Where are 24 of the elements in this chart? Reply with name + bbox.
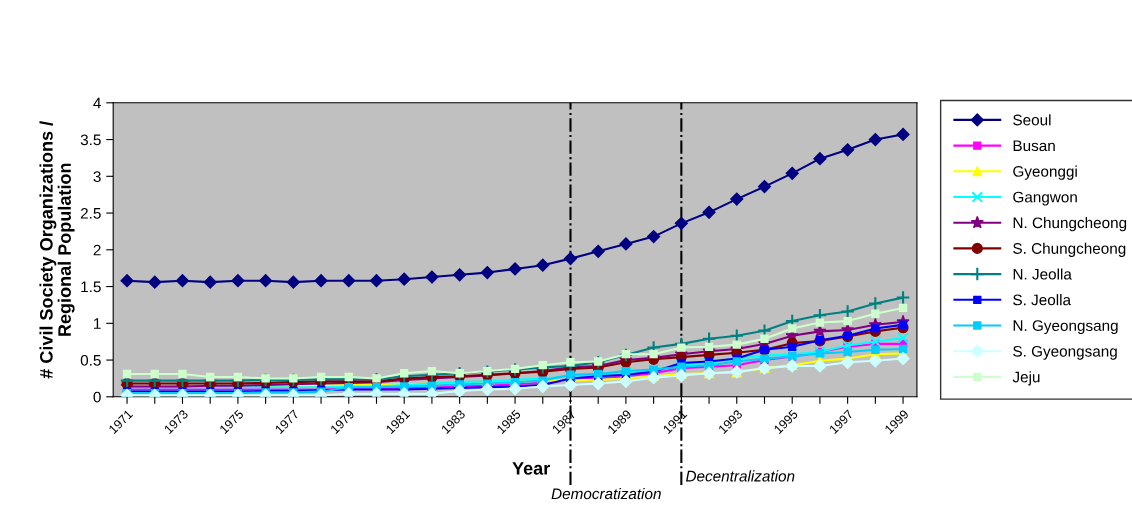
- legend-label: Jeju: [1012, 371, 1040, 386]
- legend-label: Gyeonggi: [1013, 165, 1077, 180]
- legend-label: S. Chungcheong: [1013, 242, 1126, 257]
- y-axis-title: # Civil Society Organizations / Regional Population: [39, 121, 75, 379]
- legend-label: Seoul: [1013, 114, 1051, 126]
- y-tick-label: 0.5: [80, 354, 101, 366]
- legend-label: S. Jeolla: [1013, 294, 1072, 306]
- legend-label: Busan: [1013, 140, 1055, 152]
- legend-label: N. Gyeongsang: [1013, 320, 1118, 335]
- y-tick-label: 3.5: [80, 134, 101, 146]
- x-axis-title: Year: [512, 462, 550, 475]
- y-tick-label: 0: [93, 391, 101, 403]
- legend-label: S. Gyeongsang: [1013, 345, 1117, 360]
- ref-line-label: Democratization: [551, 487, 661, 500]
- y-tick-label: 1: [94, 318, 101, 329]
- y-tick-label: 1.5: [81, 281, 101, 293]
- legend-label: N. Chungcheong: [1013, 216, 1127, 232]
- y-tick-label: 4: [93, 97, 101, 109]
- ref-line-label: Decentralization: [685, 470, 795, 482]
- y-tick-label: 2: [93, 244, 101, 256]
- legend-label: N. Jeolla: [1013, 268, 1072, 280]
- y-tick-label: 3: [93, 171, 101, 182]
- legend-label: Gangwon: [1013, 191, 1077, 206]
- y-tick-label: 2.5: [80, 207, 101, 219]
